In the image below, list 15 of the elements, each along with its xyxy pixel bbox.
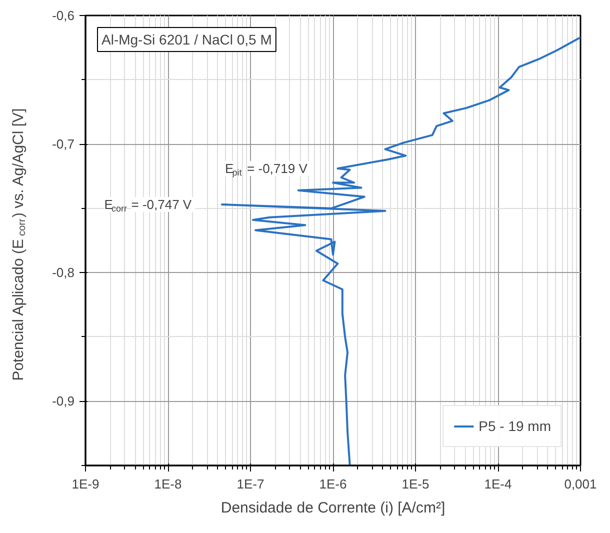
y-tick-label: -0,8 [52,265,75,280]
x-tick-label: 1E-6 [319,476,347,492]
x-tick-label: 1E-4 [484,476,512,492]
annotation: Al-Mg-Si 6201 / NaCl 0,5 M [102,32,272,48]
y-tick-label: -0,9 [52,394,75,409]
legend-label: P5 - 19 mm [478,418,551,434]
y-tick-label: -0,7 [52,136,75,152]
y-axis-title: Potencial Aplicado (Ecorr) vs. Ag/AgCl [V] [10,108,28,381]
x-tick-label: 0,001 [564,476,597,492]
x-axis-title: Densidade de Corrente (i) [A/cm²] [220,500,446,516]
x-tick-label: 1E-9 [72,476,100,492]
x-tick-label: 1E-8 [154,476,182,492]
y-tick-label: -0,6 [52,8,75,23]
x-tick-label: 1E-7 [236,476,264,492]
x-tick-label: 1E-5 [402,476,430,492]
